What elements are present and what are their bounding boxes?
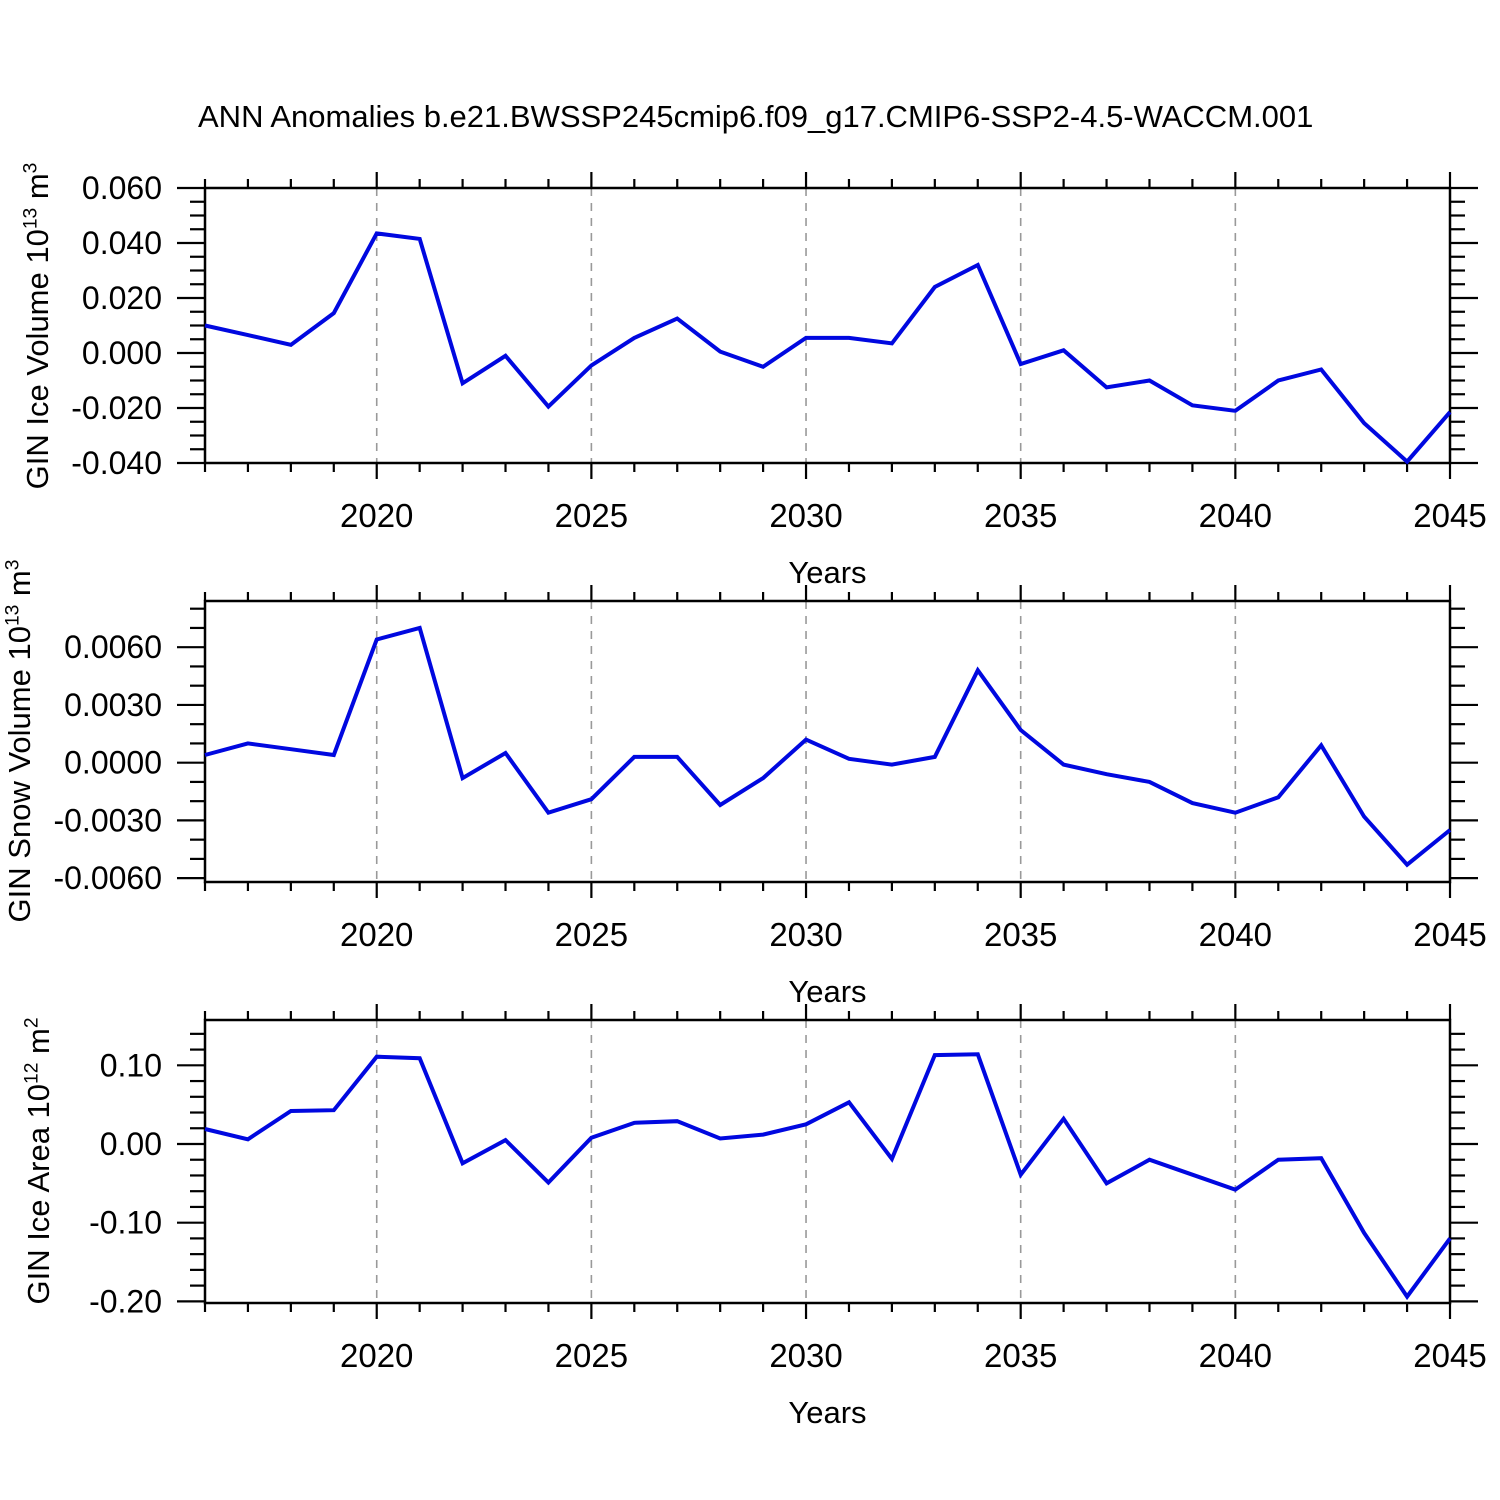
- y-axis-label-unit-exponent: 3: [20, 162, 42, 174]
- x-tick-label: 2040: [1199, 1337, 1272, 1374]
- y-tick-label: -0.0030: [53, 802, 162, 838]
- y-axis-label-text: GIN Snow Volume 10: [2, 626, 37, 923]
- x-tick-label: 2025: [555, 916, 628, 953]
- y-axis-label-unit: m: [2, 570, 37, 605]
- x-axis-title: Years: [788, 555, 866, 590]
- x-tick-label: 2030: [769, 916, 842, 953]
- y-axis-label-text: GIN Ice Area 10: [21, 1083, 56, 1305]
- y-axis-label-ice-volume: GIN Ice Volume 1013 m3: [20, 163, 56, 490]
- y-tick-label: -0.10: [89, 1205, 162, 1241]
- y-tick-label: 0.00: [100, 1126, 162, 1162]
- y-axis-label-text: GIN Ice Volume 10: [20, 229, 55, 490]
- x-tick-label: 2020: [340, 497, 413, 534]
- y-axis-label-unit: m: [21, 1028, 56, 1063]
- data-line-gin-snow-volume: [204, 625, 1452, 868]
- data-line-gin-ice-volume: [204, 231, 1452, 465]
- y-tick-label: 0.10: [100, 1047, 162, 1083]
- y-axis-label-unit-exponent: 3: [2, 559, 24, 571]
- y-tick-label: 0.020: [82, 280, 162, 316]
- x-axis-title: Years: [788, 1395, 866, 1430]
- y-axis-label-snow-volume: GIN Snow Volume 1013 m3: [2, 560, 38, 923]
- y-tick-label: 0.000: [82, 335, 162, 371]
- x-tick-label: 2045: [1413, 497, 1486, 534]
- plot-frame: [203, 1018, 1452, 1305]
- x-tick-label: 2035: [984, 1337, 1057, 1374]
- x-tick-label: 2040: [1199, 497, 1272, 534]
- x-tick-label: 2035: [984, 916, 1057, 953]
- y-tick-label: -0.0060: [53, 860, 162, 896]
- y-tick-label: -0.040: [71, 445, 162, 481]
- x-axis-title: Years: [788, 974, 866, 1009]
- y-axis-label-exponent: 13: [20, 207, 42, 230]
- y-tick-label: 0.040: [82, 225, 162, 261]
- y-tick-label: -0.20: [89, 1283, 162, 1319]
- x-tick-label: 2030: [769, 1337, 842, 1374]
- x-tick-label: 2040: [1199, 916, 1272, 953]
- x-tick-label: 2020: [340, 916, 413, 953]
- y-axis-label-exponent: 12: [21, 1062, 43, 1084]
- y-tick-label: 0.0030: [64, 687, 162, 723]
- y-axis-label-unit: m: [20, 173, 55, 208]
- plot-frame: [203, 599, 1452, 884]
- x-tick-label: 2035: [984, 497, 1057, 534]
- x-tick-label: 2025: [555, 497, 628, 534]
- y-axis-label-exponent: 13: [2, 604, 24, 627]
- x-tick-label: 2020: [340, 1337, 413, 1374]
- y-tick-label: 0.0060: [64, 629, 162, 665]
- y-axis-label-ice-area: GIN Ice Area 1012 m2: [21, 1017, 57, 1304]
- x-tick-label: 2030: [769, 497, 842, 534]
- page-title: ANN Anomalies b.e21.BWSSP245cmip6.f09_g1…: [198, 99, 1314, 134]
- y-tick-label: -0.020: [71, 390, 162, 426]
- y-tick-label: 0.0000: [64, 745, 162, 781]
- x-tick-label: 2045: [1413, 916, 1486, 953]
- y-tick-label: 0.060: [82, 170, 162, 206]
- y-axis-label-unit-exponent: 2: [21, 1017, 43, 1029]
- data-line-gin-ice-area: [204, 1052, 1452, 1301]
- plot-frame: [203, 186, 1452, 465]
- x-tick-label: 2025: [555, 1337, 628, 1374]
- x-tick-label: 2045: [1413, 1337, 1486, 1374]
